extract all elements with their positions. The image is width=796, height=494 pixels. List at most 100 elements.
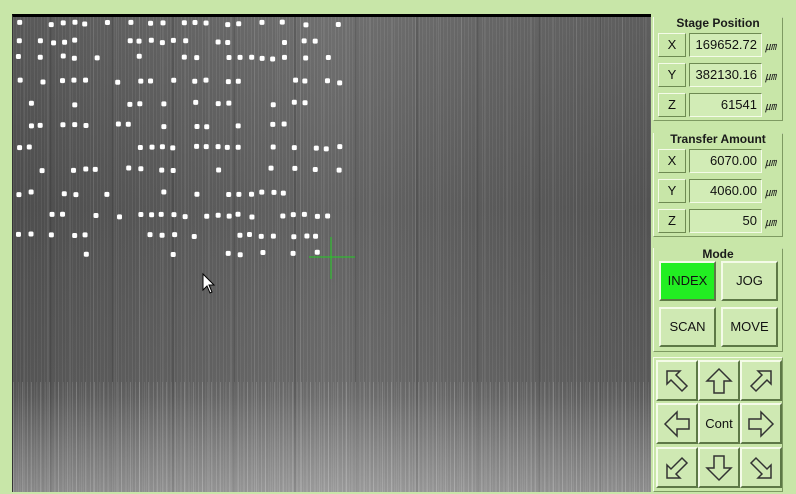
stage-x-button[interactable]: X xyxy=(658,33,686,57)
transfer-z-button[interactable]: Z xyxy=(658,209,686,233)
move-up-button[interactable] xyxy=(698,360,740,401)
transfer-x-value[interactable]: 6070.00 xyxy=(689,149,762,173)
move-up-right-button[interactable] xyxy=(740,360,782,401)
pattern-dot xyxy=(194,191,200,197)
index-mode-button[interactable]: INDEX xyxy=(659,261,716,301)
pattern-dot xyxy=(126,165,132,171)
crosshair xyxy=(309,237,355,279)
scan-mode-button[interactable]: SCAN xyxy=(659,307,716,347)
move-up-left-button[interactable] xyxy=(656,360,698,401)
pattern-dot xyxy=(148,37,154,43)
pattern-dot xyxy=(37,38,43,44)
pattern-dot xyxy=(204,213,210,219)
pattern-dot xyxy=(225,22,231,28)
pattern-dot xyxy=(83,122,89,128)
transfer-z-value[interactable]: 50 xyxy=(689,209,762,233)
pattern-dot xyxy=(115,121,121,127)
pattern-dot xyxy=(71,167,77,173)
transfer-y-value[interactable]: 4060.00 xyxy=(689,179,762,203)
pattern-dot xyxy=(28,100,34,106)
jog-mode-button[interactable]: JOG xyxy=(721,261,778,301)
pattern-dot xyxy=(323,146,329,152)
move-mode-button[interactable]: MOVE xyxy=(721,307,778,347)
pattern-dot xyxy=(181,20,187,26)
pattern-dot xyxy=(337,80,343,86)
pattern-dot xyxy=(280,190,286,196)
pattern-dot xyxy=(137,145,143,151)
pattern-dot xyxy=(337,144,343,150)
pattern-dot xyxy=(215,212,221,218)
pattern-dot xyxy=(193,99,199,105)
pattern-dot xyxy=(225,250,231,256)
camera-view[interactable] xyxy=(12,14,651,492)
stage-y-unit: ㎛ xyxy=(765,71,776,83)
pattern-dot xyxy=(159,40,165,46)
pattern-dot xyxy=(138,211,144,217)
pattern-dot xyxy=(148,20,154,26)
pattern-dot xyxy=(61,191,67,197)
pattern-dot xyxy=(149,212,155,218)
transfer-amount-panel: Transfer Amount X 6070.00 ㎛ Y 4060.00 ㎛ … xyxy=(653,132,783,237)
pattern-dot xyxy=(82,232,88,238)
pattern-dot xyxy=(281,40,287,46)
stage-z-unit: ㎛ xyxy=(765,101,776,113)
transfer-amount-title: Transfer Amount xyxy=(654,132,782,146)
move-left-button[interactable] xyxy=(656,403,698,444)
pattern-dot xyxy=(281,54,287,60)
pattern-dot xyxy=(71,55,77,61)
move-down-right-button[interactable] xyxy=(740,447,782,488)
cont-button[interactable]: Cont xyxy=(698,403,740,444)
pattern-dot xyxy=(204,124,210,130)
move-right-button[interactable] xyxy=(740,403,782,444)
pattern-dot xyxy=(215,39,221,45)
pattern-dot xyxy=(28,189,34,195)
pattern-dot xyxy=(160,20,166,26)
pattern-dot xyxy=(216,167,222,173)
pattern-dot xyxy=(314,213,320,219)
pattern-dot xyxy=(49,211,55,217)
pattern-dot xyxy=(226,213,232,219)
pattern-dot xyxy=(159,144,165,150)
pattern-dot xyxy=(270,56,276,62)
stage-y-button[interactable]: Y xyxy=(658,63,686,87)
pattern-dot xyxy=(281,121,287,127)
pattern-dot xyxy=(138,166,144,172)
pattern-dot xyxy=(194,143,200,149)
transfer-x-button[interactable]: X xyxy=(658,149,686,173)
pattern-dot xyxy=(170,251,176,257)
pattern-dot xyxy=(268,165,274,171)
arrow-down-right-icon xyxy=(749,456,772,479)
pattern-dot xyxy=(226,54,232,60)
stage-z-button[interactable]: Z xyxy=(658,93,686,117)
transfer-z-unit: ㎛ xyxy=(765,217,776,229)
pattern-dot xyxy=(136,53,142,59)
pattern-dot xyxy=(149,144,155,150)
pattern-dot xyxy=(235,144,241,150)
pattern-dot xyxy=(314,249,320,255)
transfer-x-unit: ㎛ xyxy=(765,157,776,169)
pattern-dot xyxy=(48,22,54,28)
pattern-dot xyxy=(225,79,231,85)
pattern-dot xyxy=(290,212,296,218)
pattern-dot xyxy=(17,77,23,83)
pattern-dot xyxy=(260,250,266,256)
pattern-dot xyxy=(72,233,78,239)
pattern-dot xyxy=(83,251,89,257)
jog-pad: Cont xyxy=(653,357,783,492)
pattern-dot xyxy=(138,78,144,84)
pattern-dot xyxy=(259,19,265,25)
move-down-button[interactable] xyxy=(698,447,740,488)
pattern-dot xyxy=(182,214,188,220)
move-down-left-button[interactable] xyxy=(656,447,698,488)
pattern-dot xyxy=(225,39,231,45)
transfer-y-button[interactable]: Y xyxy=(658,179,686,203)
pattern-dot xyxy=(226,191,232,197)
pattern-dot xyxy=(83,166,89,172)
pattern-dot xyxy=(192,19,198,25)
pattern-dot xyxy=(39,168,45,174)
pattern-dot xyxy=(104,20,110,26)
pattern-dot xyxy=(137,101,143,107)
pattern-dot xyxy=(73,192,79,198)
pattern-dot xyxy=(72,37,78,43)
pattern-dot xyxy=(194,55,200,61)
